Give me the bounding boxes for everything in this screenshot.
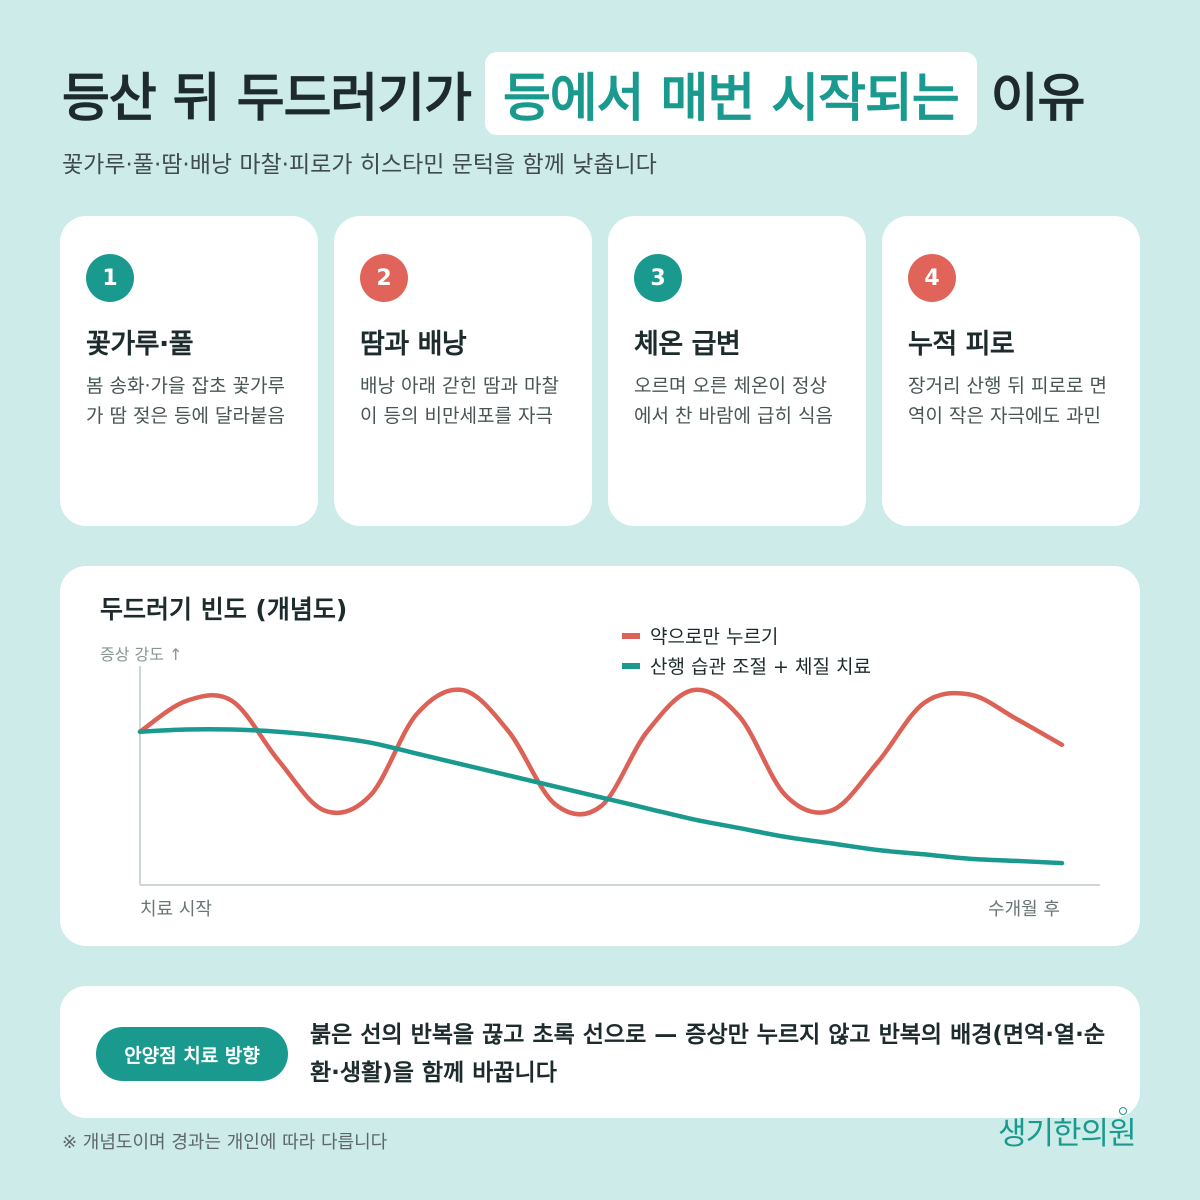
- cause-card-3: 3 체온 급변 오르며 오른 체온이 정상에서 찬 바람에 급히 식음: [608, 216, 866, 526]
- number-badge: 4: [908, 254, 956, 302]
- title-suffix: 이유: [990, 69, 1086, 129]
- card-title: 체온 급변: [634, 329, 741, 360]
- x-axis-end-label: 수개월 후: [988, 899, 1060, 920]
- clinic-logo: 생기한의원: [998, 1116, 1137, 1152]
- logo-ring-icon: [1119, 1107, 1127, 1115]
- number-badge: 1: [86, 254, 134, 302]
- treatment-note-panel: 안양점 치료 방향 붉은 선의 반복을 끊고 초록 선으로 — 증상만 누르지 …: [60, 986, 1140, 1118]
- card-description: 봄 송화·가을 잡초 꽃가루가 땀 젖은 등에 달라붙음: [86, 375, 285, 427]
- series-layer: [137, 687, 1065, 866]
- title-prefix: 등산 뒤 두드러기가: [62, 69, 472, 129]
- x-axis-start-label: 치료 시작: [140, 899, 212, 920]
- legend-label-1: 약으로만 누르기: [650, 626, 778, 648]
- number-badge: 2: [360, 254, 408, 302]
- card-title: 땀과 배낭: [360, 329, 467, 360]
- number-badge: 3: [634, 254, 682, 302]
- cause-card-1: 1 꽃가루·풀 봄 송화·가을 잡초 꽃가루가 땀 젖은 등에 달라붙음: [60, 216, 318, 526]
- cause-card-4: 4 누적 피로 장거리 산행 뒤 피로로 면역이 작은 자극에도 과민: [882, 216, 1140, 526]
- clinic-tag: 안양점 치료 방향: [96, 1027, 288, 1081]
- line-chart: 두드러기 빈도 (개념도) 증상 강도 ↑ 치료 시작 수개월 후 약으로만 누…: [100, 595, 1100, 920]
- treatment-note-text: 붉은 선의 반복을 끊고 초록 선으로 — 증상만 누르지 않고 반복의 배경(…: [310, 1022, 1106, 1086]
- cause-card-2: 2 땀과 배낭 배낭 아래 갇힌 땀과 마찰이 등의 비만세포를 자극: [334, 216, 592, 526]
- y-axis-label: 증상 강도 ↑: [100, 645, 182, 664]
- card-description: 오르며 오른 체온이 정상에서 찬 바람에 급히 식음: [634, 375, 833, 427]
- card-title: 누적 피로: [908, 329, 1015, 360]
- footnote: ※ 개념도이며 경과는 개인에 따라 다릅니다: [62, 1132, 388, 1153]
- chart-panel: 두드러기 빈도 (개념도) 증상 강도 ↑ 치료 시작 수개월 후 약으로만 누…: [60, 566, 1140, 946]
- title-highlight: 등에서 매번 시작되는: [484, 52, 977, 135]
- card-description: 장거리 산행 뒤 피로로 면역이 작은 자극에도 과민: [908, 375, 1107, 427]
- legend-label-2: 산행 습관 조절 + 체질 치료: [650, 656, 871, 678]
- page-title: 등산 뒤 두드러기가 등에서 매번 시작되는 이유: [62, 52, 1086, 135]
- series-line-1: [137, 687, 1065, 817]
- card-description: 배낭 아래 갇힌 땀과 마찰이 등의 비만세포를 자극: [360, 375, 559, 427]
- page-subtitle: 꽃가루·풀·땀·배낭 마찰·피로가 히스타민 문턱을 함께 낮춥니다: [62, 152, 657, 178]
- card-title: 꽃가루·풀: [86, 329, 194, 360]
- series-line-2: [137, 726, 1065, 866]
- chart-title: 두드러기 빈도 (개념도): [100, 595, 347, 624]
